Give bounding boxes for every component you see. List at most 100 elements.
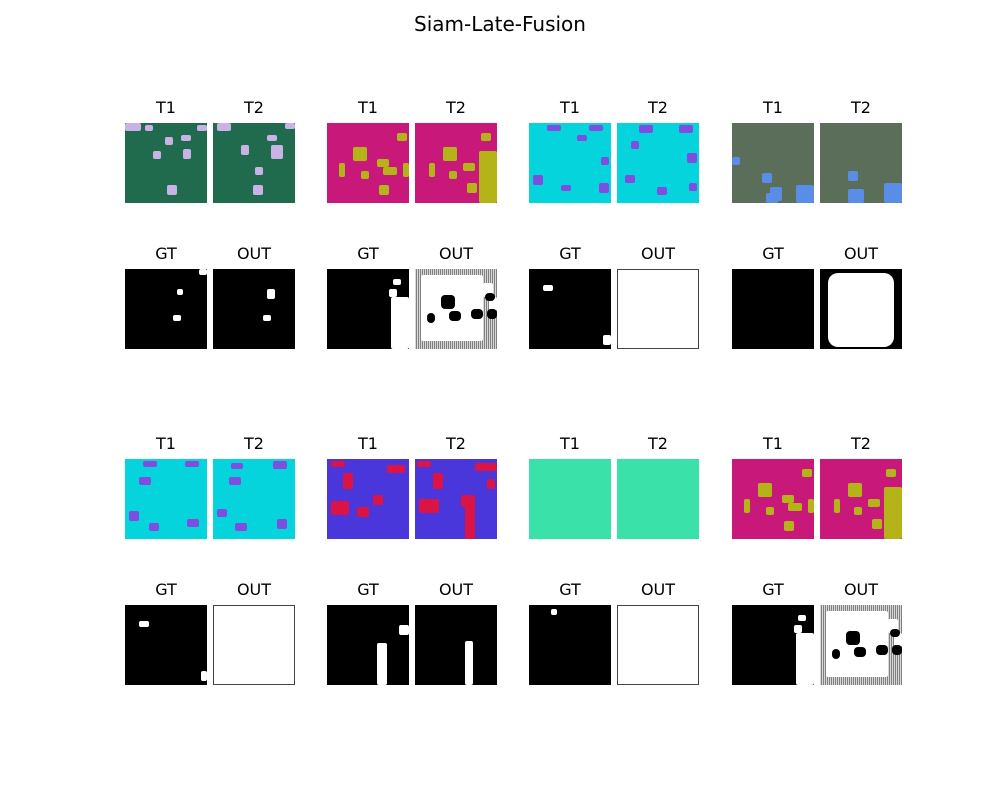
panel-gt-4-blob-1 [201,671,207,681]
panel-t1-2-blob-5 [599,183,609,193]
panel-t1-0-blob-0 [125,123,141,131]
panel-out-2 [617,269,699,349]
panel-t1-4-blob-1 [185,461,199,467]
panel-out-2-background [617,269,699,349]
panel-out-7-stripe [892,605,893,685]
panel-out-1 [415,269,497,349]
panel-t2-1-blob-2 [479,151,497,203]
panel-t2-5-blob-6 [487,479,495,489]
panel-out-7-hole-0 [846,631,860,645]
panel-t2-5-blob-2 [433,473,443,489]
panel-t1-0-background [125,123,207,203]
panel-t2-3-blob-2 [884,183,902,203]
panel-out-1-stripe [483,269,484,349]
panel-out-2-svg [617,269,699,349]
panel-t1-5-blob-1 [387,465,405,473]
panel-out-6-svg [617,605,699,685]
panel-t1-2-blob-6 [577,135,587,141]
label-t2: T2 [851,98,871,117]
panel-out-1-hole-2 [449,311,461,321]
label-out: OUT [640,244,676,263]
panel-gt-7-blob-1 [796,633,814,685]
panel-gt-6-blob-0 [551,609,557,615]
panel-out-7-hole-4 [890,629,900,637]
panel-t2-2-blob-5 [657,187,667,195]
panel-gt-0-svg [125,269,207,349]
panel-t2-0-blob-5 [285,123,295,129]
panel-gt-7-blob-2 [798,615,806,621]
panel-gt-5-background [327,605,409,685]
panel-t1-1-blob-6 [403,163,409,177]
panel-t1-1-blob-4 [339,163,345,177]
panel-t1-7-svg [732,459,814,539]
panel-t1-3 [732,123,814,203]
panel-t1-0-blob-5 [183,149,191,159]
panel-t2-7-blob-4 [834,499,840,513]
panel-t1-4-blob-3 [129,511,139,521]
panel-t2-3-svg [820,123,902,203]
label-gt: GT [357,580,379,599]
panel-t2-7-blob-3 [886,469,896,477]
panel-t2-2-blob-0 [639,125,653,133]
panel-out-0-blob-1 [263,315,271,321]
panel-out-4-background [213,605,295,685]
panel-t2-2-blob-3 [687,153,697,163]
panel-t1-1-blob-2 [383,167,397,175]
panel-t2-2 [617,123,699,203]
panel-t1-5-blob-4 [357,507,369,517]
panel-out-3-svg [820,269,902,349]
panel-t1-2 [529,123,611,203]
panel-t1-4-blob-5 [187,519,199,527]
panel-t2-5-blob-3 [419,499,439,513]
panel-out-0 [213,269,295,349]
panel-t1-5-blob-5 [373,495,383,505]
panel-t2-7-blob-6 [854,507,862,515]
panel-t2-7-svg [820,459,902,539]
panel-t2-5-blob-0 [417,461,431,467]
panel-gt-3 [732,269,814,349]
panel-gt-1-blob-1 [391,297,409,349]
panel-out-1-stripe [415,269,416,349]
panel-t2-6-background [617,459,699,539]
panel-t2-0-blob-4 [267,135,277,141]
panel-t1-7-blob-1 [782,495,794,503]
panel-t2-7 [820,459,902,539]
panel-out-2-border [617,269,699,349]
panel-out-7 [820,605,902,685]
label-out: OUT [843,580,879,599]
panel-out-1-stripe [417,269,418,349]
panel-t2-1-blob-3 [481,133,491,141]
label-t2: T2 [648,434,668,453]
panel-out-7-hole-1 [832,649,840,659]
panel-gt-6-background [529,605,611,685]
panel-out-3 [820,269,902,349]
panel-gt-5 [327,605,409,685]
label-t1: T1 [763,98,783,117]
panel-out-7-hole-3 [876,645,888,655]
label-t1: T1 [358,98,378,117]
label-t1: T1 [156,434,176,453]
panel-t2-2-blob-2 [631,141,639,149]
panel-t2-3-blob-1 [848,189,864,203]
panel-out-1-hole-5 [487,309,497,319]
panel-t1-1-blob-1 [377,159,389,167]
label-gt: GT [762,244,784,263]
panel-t2-4-blob-1 [273,461,287,469]
panel-t2-1-blob-5 [467,183,477,193]
panel-t1-0-blob-7 [197,125,207,131]
panel-t2-0-blob-2 [241,145,249,155]
panel-out-1-hole-4 [485,293,495,301]
panel-out-7-hole-5 [892,645,902,655]
panel-t2-4-svg [213,459,295,539]
panel-t1-0-blob-2 [145,125,153,131]
label-gt: GT [155,580,177,599]
panel-t1-1-svg [327,123,409,203]
label-out: OUT [843,244,879,263]
panel-t2-4-blob-5 [277,519,287,529]
panel-t1-6 [529,459,611,539]
panel-out-0-background [213,269,295,349]
panel-t1-5-blob-0 [331,461,345,467]
panel-t2-1-svg [415,123,497,203]
panel-t1-2-blob-0 [547,125,561,131]
panel-gt-4-blob-0 [139,621,149,627]
